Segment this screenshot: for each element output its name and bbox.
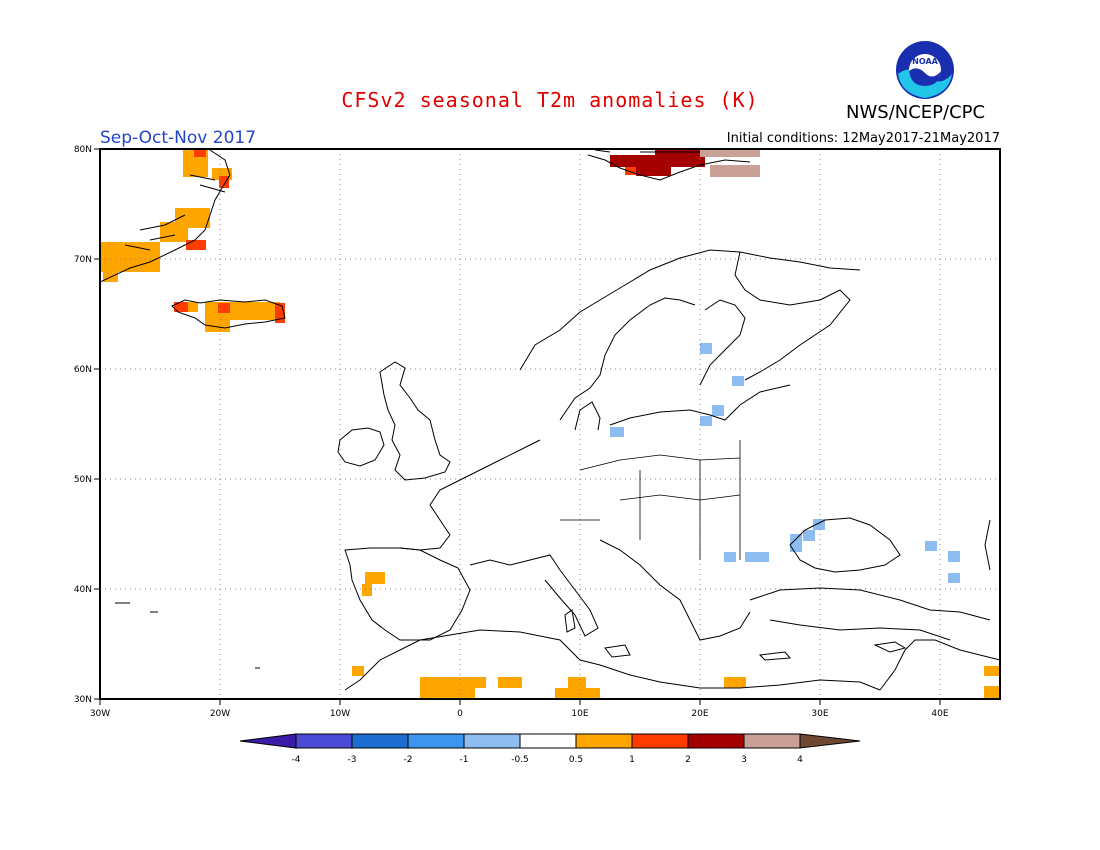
lat-label: 70N: [74, 255, 92, 265]
svg-text:NOAA: NOAA: [912, 57, 938, 66]
colorbar-cell: [799, 733, 861, 749]
colorbar-cell: [575, 733, 633, 749]
lat-label: 80N: [74, 145, 92, 155]
lat-label: 50N: [74, 475, 92, 485]
colorbar-tick-label: -3: [348, 755, 357, 765]
lat-label: 60N: [74, 365, 92, 375]
lon-label: 10W: [330, 709, 350, 719]
colorbar-tick-label: 1: [629, 755, 635, 765]
coastlines: [100, 149, 1000, 691]
colorbar-tick-label: 4: [797, 755, 803, 765]
lat-label: 30N: [74, 695, 92, 705]
colorbar-cell: [687, 733, 745, 749]
colorbar-tick-label: -2: [404, 755, 413, 765]
extreme-anomaly-cells: [700, 149, 760, 177]
noaa-logo: NOAA: [896, 41, 954, 99]
colorbar-tick-label: -0.5: [511, 755, 529, 765]
chart-title: CFSv2 seasonal T2m anomalies (K): [341, 88, 759, 112]
colorbar-tick-label: -4: [292, 755, 301, 765]
lon-label: 40E: [931, 709, 948, 719]
lat-label: 40N: [74, 585, 92, 595]
colorbar-cell: [239, 733, 297, 749]
longitude-labels: 30W 20W 10W 0 10E 20E 30E 40E: [90, 709, 949, 719]
colorbar-tick-label: 3: [741, 755, 747, 765]
lon-label: 20W: [210, 709, 230, 719]
colorbar-cell: [743, 733, 801, 749]
latitude-labels: 80N 70N 60N 50N 40N 30N: [74, 145, 92, 705]
colorbar-cell: [351, 733, 409, 749]
cold-anomaly-cells: [610, 343, 960, 583]
colorbar: -4 -3 -2 -1 -0.5 0.5 1 2 3 4: [239, 733, 861, 765]
lon-label: 30W: [90, 709, 110, 719]
season-label: Sep-Oct-Nov 2017: [100, 128, 257, 148]
map-frame: [99, 148, 1001, 700]
lon-label: 20E: [691, 709, 708, 719]
organization-label: NWS/NCEP/CPC: [846, 102, 986, 123]
lon-label: 10E: [571, 709, 588, 719]
colorbar-cell: [631, 733, 689, 749]
lon-label: 0: [457, 709, 463, 719]
very-hot-anomaly-cells: [610, 149, 705, 176]
warm-anomaly-cells: [100, 149, 1000, 699]
colorbar-cell: [407, 733, 465, 749]
colorbar-tick-label: -1: [460, 755, 469, 765]
hot-anomaly-cells: [174, 149, 670, 323]
lon-label: 30E: [811, 709, 828, 719]
graticule: [100, 149, 1000, 699]
colorbar-tick-label: 2: [685, 755, 691, 765]
colorbar-cell: [519, 733, 577, 749]
initial-conditions-label: Initial conditions: 12May2017-21May2017: [726, 131, 1000, 146]
colorbar-tick-label: 0.5: [569, 755, 583, 765]
colorbar-cell: [463, 733, 521, 749]
colorbar-cell: [295, 733, 353, 749]
